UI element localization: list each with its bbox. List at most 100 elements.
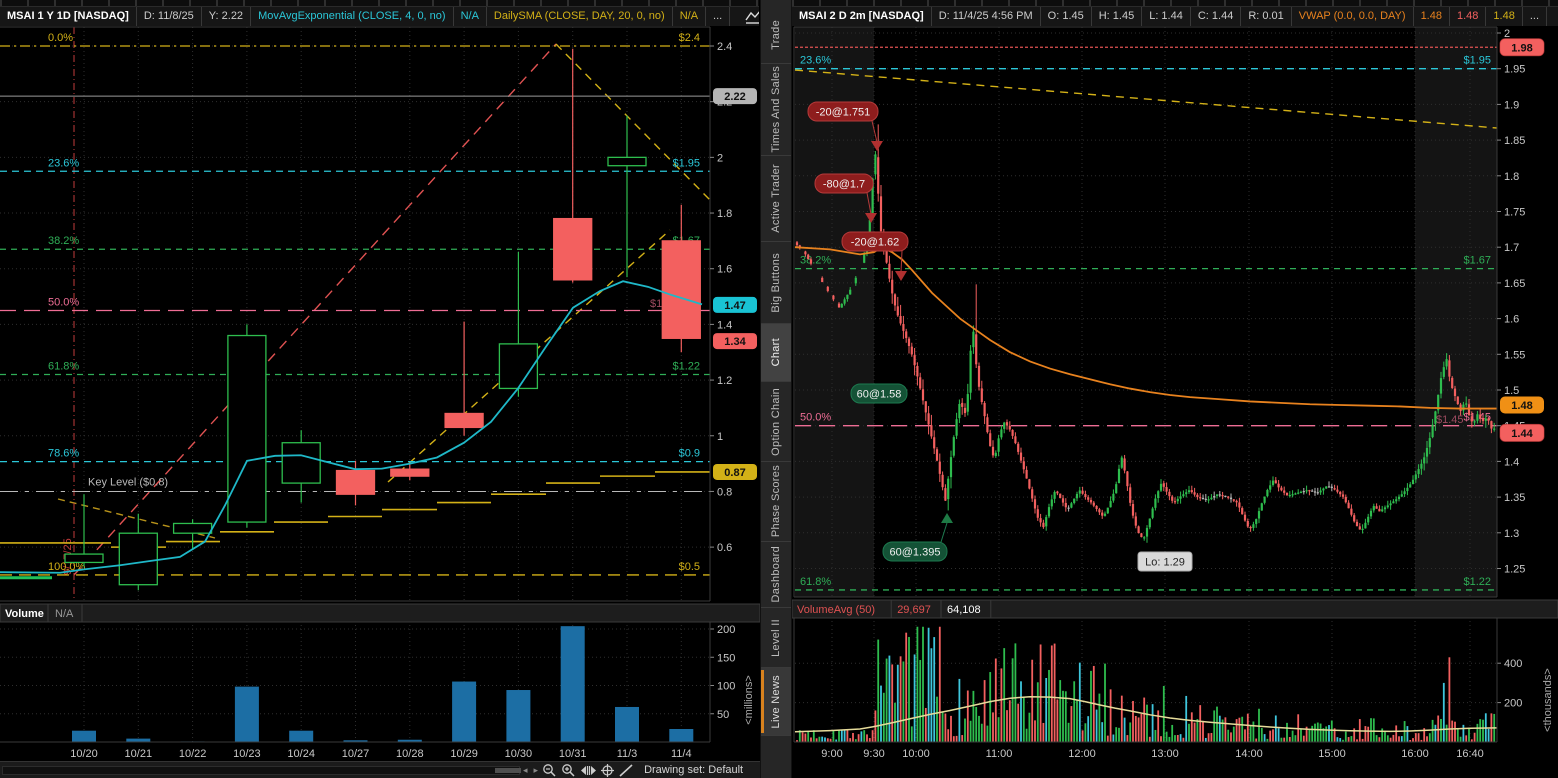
candle-10/24 bbox=[281, 442, 321, 484]
left-price-axis[interactable]: 2.42.221.81.61.41.210.80.62.221.471.340.… bbox=[710, 41, 757, 554]
sell-order-bubble[interactable] bbox=[807, 101, 879, 122]
header-field: C: 1.44 bbox=[1191, 7, 1242, 26]
y-axis-tick: 0.8 bbox=[717, 486, 732, 498]
volume-bar bbox=[397, 739, 422, 742]
y-axis-tick: 1.35 bbox=[1504, 492, 1525, 504]
afterhours-band bbox=[1415, 27, 1497, 597]
tab-big-buttons[interactable]: Big Buttons bbox=[761, 242, 791, 324]
svg-text:Lo: 1.29: Lo: 1.29 bbox=[1145, 557, 1185, 569]
x-axis-time: 12:00 bbox=[1068, 748, 1096, 760]
tab-times-and-sales[interactable]: Times And Sales bbox=[761, 64, 791, 156]
tab-live-news[interactable]: Live News bbox=[761, 668, 791, 736]
volume-header-field: 29,697 bbox=[897, 604, 931, 616]
right-chart-panel: MSAI 2 D 2m [NASDAQ] D: 11/4/25 4:56 PM O… bbox=[792, 0, 1558, 778]
svg-text:0.87: 0.87 bbox=[724, 467, 745, 479]
drawing-set-label[interactable]: Drawing set: Default bbox=[644, 764, 744, 776]
tab-label: Option Chain bbox=[770, 387, 782, 456]
volume-bar bbox=[289, 730, 314, 742]
header-field: VWAP (0.0, 0.0, DAY) bbox=[1292, 7, 1414, 26]
x-axis-time: 13:00 bbox=[1151, 748, 1179, 760]
drawing-pencil-icon[interactable] bbox=[617, 763, 636, 778]
left-chart-canvas[interactable]: 9/17/250.0%$2.423.6%$1.9538.2%$1.6750.0%… bbox=[0, 26, 760, 762]
tab-label: Phase Scores bbox=[770, 465, 782, 538]
x-axis-time: 14:00 bbox=[1235, 748, 1263, 760]
y-axis-tick: 1.85 bbox=[1504, 135, 1525, 147]
tab-option-chain[interactable]: Option Chain bbox=[761, 382, 791, 462]
ema-line bbox=[0, 280, 703, 574]
scrollbar-thumb[interactable] bbox=[495, 767, 521, 773]
y-axis-tick: 1.7 bbox=[1504, 242, 1519, 254]
header-field[interactable]: ... bbox=[706, 7, 731, 26]
x-axis-time: 16:00 bbox=[1401, 748, 1429, 760]
tab-level-ii[interactable]: Level II bbox=[761, 608, 791, 668]
price-badge bbox=[713, 88, 757, 105]
vwap-line bbox=[794, 246, 1497, 410]
left-chart-title: MSAI 1 Y 1D [NASDAQ] bbox=[0, 7, 137, 26]
right-price-axis[interactable]: 21.951.91.851.81.751.71.651.61.551.51.45… bbox=[1497, 28, 1545, 576]
scroll-left-arrow[interactable]: ◂ bbox=[523, 764, 528, 775]
right-chart-header: MSAI 2 D 2m [NASDAQ] D: 11/4/25 4:56 PM O… bbox=[792, 6, 1558, 27]
fib-label: 23.6% bbox=[48, 157, 79, 169]
candle-10/22 bbox=[172, 522, 213, 534]
buy-arrow-icon bbox=[941, 513, 953, 523]
candle-10/30 bbox=[498, 343, 539, 390]
fib-price-label: $0.9 bbox=[679, 448, 700, 460]
header-field[interactable]: ... bbox=[1523, 7, 1547, 26]
tab-label: Live News bbox=[770, 674, 782, 729]
buy-order-bubble[interactable] bbox=[882, 541, 948, 562]
volume-bar bbox=[72, 730, 96, 742]
sell-order-bubble[interactable] bbox=[841, 231, 909, 252]
trendline-drawing[interactable] bbox=[555, 43, 711, 201]
y-axis-tick: 1.2 bbox=[717, 375, 732, 387]
svg-text:60@1.395: 60@1.395 bbox=[890, 547, 941, 559]
trendline-drawing[interactable] bbox=[73, 43, 557, 576]
tab-trade[interactable]: Trade bbox=[761, 6, 791, 64]
svg-text:1.48: 1.48 bbox=[1511, 400, 1532, 412]
fib-price-label: $1.22 bbox=[672, 361, 700, 373]
x-axis-date: 10/24 bbox=[287, 748, 315, 760]
zoom-out-icon[interactable] bbox=[541, 763, 560, 778]
tab-phase-scores[interactable]: Phase Scores bbox=[761, 462, 791, 542]
tab-active-trader[interactable]: Active Trader bbox=[761, 156, 791, 242]
x-axis-date: 10/21 bbox=[125, 748, 153, 760]
x-axis-time: 9:00 bbox=[821, 748, 842, 760]
svg-text:1.98: 1.98 bbox=[1511, 42, 1532, 54]
fib-price-label: $1.95 bbox=[1463, 55, 1491, 67]
y-axis-tick: 1 bbox=[717, 431, 723, 443]
svg-text:400: 400 bbox=[1504, 658, 1522, 670]
trendline-drawing[interactable] bbox=[794, 69, 1498, 129]
fib-label: 50.0% bbox=[48, 296, 79, 308]
x-axis-time: 10:00 bbox=[902, 748, 930, 760]
sell-order-bubble[interactable] bbox=[814, 173, 874, 194]
svg-text:150: 150 bbox=[717, 652, 735, 664]
right-main-plot: 23.6% $1.95 38.2% $1.67 50.0% $1.45 61.8% $1.22… bbox=[794, 27, 1498, 597]
price-badge bbox=[713, 296, 757, 313]
sell-arrow-icon bbox=[895, 271, 907, 281]
right-chart-canvas[interactable]: 23.6% $1.95 38.2% $1.67 50.0% $1.45 61.8% $1.22… bbox=[792, 26, 1558, 762]
scroll-right-arrow[interactable]: ▸ bbox=[533, 764, 539, 775]
svg-text:1.47: 1.47 bbox=[724, 300, 745, 312]
chart-hscrollbar[interactable] bbox=[2, 765, 521, 775]
x-axis-time: 15:00 bbox=[1318, 748, 1346, 760]
pan-icon[interactable] bbox=[579, 763, 598, 778]
zoom-in-icon[interactable] bbox=[560, 763, 579, 778]
header-field: R: 0.01 bbox=[1241, 7, 1292, 26]
tab-label: Active Trader bbox=[770, 164, 782, 233]
chart-style-icon[interactable] bbox=[744, 8, 759, 25]
volume-bar bbox=[560, 626, 585, 742]
svg-text:1.44: 1.44 bbox=[1511, 428, 1533, 440]
fib-price-label: $1.22 bbox=[1463, 576, 1491, 588]
fib-label: 78.6% bbox=[48, 448, 79, 460]
tab-label: Dashboard bbox=[770, 546, 782, 603]
fib-price-label: $0.5 bbox=[679, 561, 700, 573]
buy-order-bubble[interactable] bbox=[850, 383, 908, 404]
gadget-tab-strip: Trade Times And Sales Active Trader Big But… bbox=[760, 0, 792, 778]
x-axis-date: 11/3 bbox=[617, 748, 638, 760]
price-badge bbox=[713, 333, 757, 350]
crosshair-icon[interactable] bbox=[598, 763, 617, 778]
y-axis-tick: 1.5 bbox=[1504, 385, 1519, 397]
tab-dashboard[interactable]: Dashboard bbox=[761, 542, 791, 608]
left-top-ruler bbox=[0, 0, 759, 6]
tab-chart[interactable]: Chart bbox=[761, 324, 791, 382]
